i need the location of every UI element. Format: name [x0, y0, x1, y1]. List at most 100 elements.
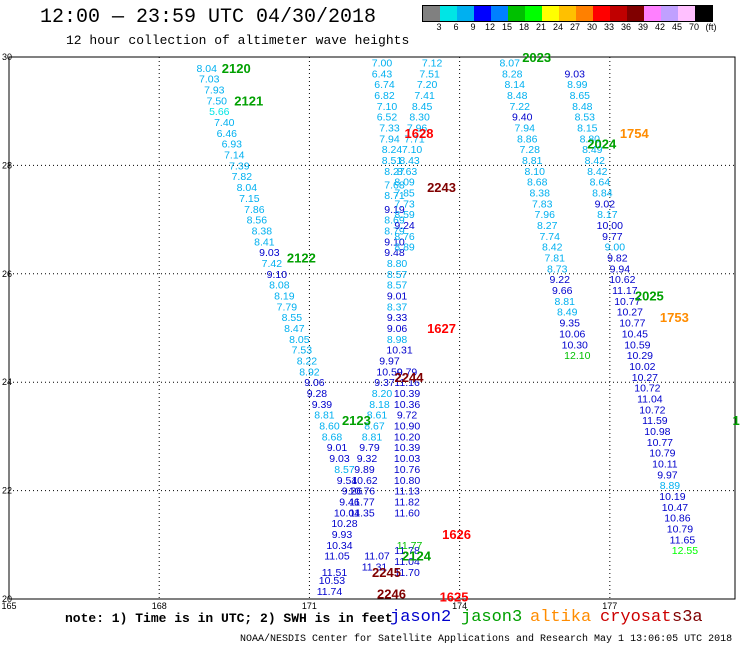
wave-height-value: 8.56: [247, 215, 268, 227]
wave-height-value: 8.69: [384, 215, 405, 227]
wave-height-value: 10.72: [634, 383, 660, 395]
wave-height-value: 10.11: [652, 459, 678, 471]
wave-height-value: 9.32: [357, 453, 378, 465]
wave-height-value: 8.45: [412, 101, 433, 113]
wave-height-value: 11.07: [364, 551, 390, 563]
credit-line: NOAA/NESDIS Center for Satellite Applica…: [240, 634, 733, 645]
wave-height-value: 8.49: [557, 307, 578, 319]
wave-height-value: 7.40: [214, 117, 235, 129]
lon-tick-label: 174: [452, 601, 467, 611]
wave-height-value: 10.59: [624, 339, 650, 351]
wave-height-value: 8.08: [269, 280, 290, 292]
colorbar-label: 36: [620, 22, 632, 32]
wave-height-value: 11.35: [349, 507, 375, 519]
wave-height-value: 11.77: [397, 540, 423, 552]
wave-height-value: 10.76: [349, 486, 375, 498]
legend-s3a: s3a: [672, 608, 703, 627]
wave-height-value: 9.82: [607, 253, 628, 265]
legend-jason2: jason2: [390, 608, 452, 627]
wave-height-value: 11.05: [324, 551, 350, 563]
wave-height-value: 10.62: [609, 274, 635, 286]
wave-height-value: 9.00: [605, 242, 626, 254]
colorbar-swatch: [508, 6, 525, 21]
colorbar-label: 27: [569, 22, 581, 32]
wave-height-value: 8.04: [237, 182, 258, 194]
wave-height-value: 8.22: [297, 356, 318, 368]
wave-height-value: 8.14: [504, 79, 525, 91]
pass-time-label: 2246: [377, 587, 406, 602]
wave-height-value: 7.71: [404, 133, 425, 145]
wave-height-value: 7.10: [402, 144, 423, 156]
wave-height-value: 10.90: [394, 421, 420, 433]
wave-height-value: 9.28: [307, 388, 328, 400]
wave-height-value: 8.89: [394, 242, 415, 254]
wave-height-value: 8.61: [367, 410, 388, 422]
colorbar-swatch: [576, 6, 593, 21]
wave-height-value: 8.05: [289, 334, 310, 346]
wave-height-value: 11.77: [349, 496, 375, 508]
wave-height-value: 8.81: [314, 410, 335, 422]
pass-time-label: 1628: [405, 126, 434, 141]
pass-time-label: 2124: [402, 549, 432, 564]
wave-height-value: 11.16: [394, 377, 420, 389]
wave-height-value: 8.10: [525, 166, 546, 178]
colorbar-swatch: [695, 6, 712, 21]
colorbar-label: 70: [688, 22, 700, 32]
wave-height-value: 8.80: [580, 133, 601, 145]
colorbar-label: 3: [436, 22, 442, 32]
wave-height-value: 11.82: [394, 496, 420, 508]
wave-height-value: 12.10: [564, 350, 590, 362]
wave-height-value: 10.19: [659, 491, 685, 503]
wave-height-value: 8.49: [582, 144, 603, 156]
wave-height-value: 11.04: [637, 393, 663, 405]
lon-tick-label: 165: [1, 601, 16, 611]
wave-height-value: 8.86: [517, 133, 538, 145]
colorbar-swatch: [661, 6, 678, 21]
colorbar-swatch: [644, 6, 661, 21]
wave-height-value: 7.15: [239, 193, 260, 205]
wave-height-value: 10.86: [664, 513, 690, 525]
wave-height-value: 7.93: [204, 85, 225, 97]
colorbar-label: 6: [453, 22, 459, 32]
colorbar-label: 21: [535, 22, 547, 32]
wave-height-value: 7.96: [535, 209, 556, 221]
wave-height-value: 7.00: [372, 57, 393, 69]
map-title: 12:00 — 23:59 UTC 04/30/2018: [40, 6, 377, 29]
pass-time-label: 2024: [587, 137, 617, 152]
colorbar-label: 15: [501, 22, 513, 32]
wave-height-value: 8.17: [597, 209, 618, 221]
wave-height-value: 9.46: [339, 496, 360, 508]
lon-tick-label: 171: [302, 601, 317, 611]
colorbar-swatch: [474, 6, 491, 21]
wave-height-value: 9.97: [379, 356, 400, 368]
wave-height-value: 9.06: [387, 323, 408, 335]
pass-time-label: 2121: [234, 93, 263, 108]
wave-height-value: 8.80: [387, 258, 408, 270]
map-frame: [8, 56, 736, 600]
wave-height-value: 10.77: [614, 296, 640, 308]
wave-height-value: 9.79: [359, 442, 380, 454]
colorbar-swatch: [457, 6, 474, 21]
wave-height-value: 8.48: [572, 101, 593, 113]
pass-time-label: 2245: [372, 565, 401, 580]
wave-height-value: 9.01: [327, 442, 348, 454]
wave-height-value: 10.39: [394, 442, 420, 454]
wave-height-value: 10.62: [351, 475, 377, 487]
wave-height-value: 6.82: [374, 90, 395, 102]
units-note: note: 1) Time is in UTC; 2) SWH is in fe…: [65, 611, 393, 626]
wave-height-value: 7.73: [394, 198, 415, 210]
wave-height-value: 8.68: [527, 177, 548, 189]
wave-height-value: 10.03: [394, 453, 420, 465]
wave-height-value: 8.64: [590, 177, 611, 189]
wave-height-value: 10.04: [334, 507, 360, 519]
colorbar-swatch: [678, 6, 695, 21]
wave-height-value: 8.42: [587, 166, 608, 178]
wave-height-value: 9.72: [397, 410, 418, 422]
wave-height-value: 7.53: [292, 345, 313, 357]
wave-height-value: 8.79: [384, 225, 405, 237]
wave-height-value: 9.19: [384, 204, 405, 216]
wave-height-value: 8.27: [384, 166, 405, 178]
colorbar-label: 9: [470, 22, 476, 32]
wave-height-value: 9.94: [610, 263, 631, 275]
wave-height-value: 7.51: [419, 68, 440, 80]
